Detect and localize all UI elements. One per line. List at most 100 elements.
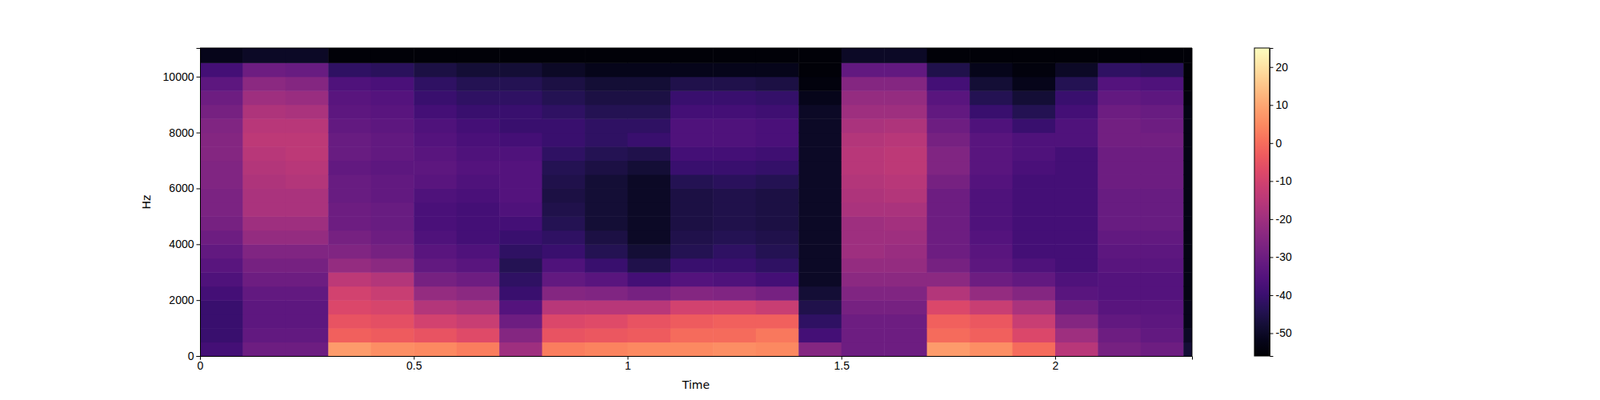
- cell: [371, 258, 415, 273]
- cell: [242, 258, 286, 273]
- cell: [542, 146, 586, 161]
- cell: [584, 174, 628, 189]
- cell: [1183, 216, 1192, 231]
- cell: [328, 258, 372, 273]
- cell: [285, 48, 329, 64]
- cell: [584, 300, 628, 315]
- cell: [1140, 104, 1184, 120]
- cell: [328, 230, 372, 245]
- cell: [1097, 244, 1141, 259]
- cell: [712, 286, 756, 301]
- cell: [841, 62, 885, 77]
- cell: [1183, 174, 1192, 189]
- cell: [542, 300, 586, 315]
- cell: [1012, 244, 1056, 259]
- cell: [1097, 174, 1141, 189]
- cell: [1140, 174, 1184, 189]
- cell: [670, 132, 714, 148]
- tick: 1.5: [833, 356, 850, 372]
- cell: [200, 314, 244, 329]
- cell: [712, 174, 756, 189]
- cell: [1140, 258, 1184, 273]
- cell: [371, 160, 415, 176]
- cell: [413, 314, 457, 329]
- cell: [371, 328, 415, 343]
- cell: [1055, 76, 1099, 92]
- cell: [1055, 104, 1099, 120]
- axis-line: [1270, 48, 1274, 357]
- cell: [584, 62, 628, 77]
- cell: [1140, 286, 1184, 301]
- cell: [627, 90, 671, 105]
- tick: -10: [1269, 174, 1292, 188]
- cell: [542, 90, 586, 105]
- tick: 8000: [168, 126, 200, 140]
- cell: [328, 62, 372, 77]
- cell: [884, 216, 928, 231]
- cell: [627, 48, 671, 64]
- cell: [884, 62, 928, 77]
- cell: [242, 342, 286, 356]
- cell: [542, 48, 586, 64]
- cell: [499, 244, 543, 259]
- cell: [627, 244, 671, 259]
- cell: [242, 272, 286, 287]
- cell: [927, 216, 971, 231]
- cell: [1183, 160, 1192, 176]
- cell: [584, 272, 628, 287]
- cell: [927, 48, 971, 64]
- cell: [200, 230, 244, 245]
- tick-label: 1: [624, 359, 632, 372]
- cell: [1012, 258, 1056, 273]
- cell: [456, 258, 500, 273]
- cell: [627, 146, 671, 161]
- tick-mark: [1269, 104, 1274, 106]
- cell: [927, 160, 971, 176]
- cell: [499, 174, 543, 189]
- cell: [413, 286, 457, 301]
- cell: [756, 300, 800, 315]
- cell: [712, 202, 756, 217]
- tick-label: -40: [1276, 288, 1292, 302]
- cell: [1140, 230, 1184, 245]
- tick-mark: [1269, 219, 1274, 220]
- cell: [584, 314, 628, 329]
- cell: [200, 300, 244, 315]
- cell: [756, 146, 800, 161]
- cell: [969, 160, 1013, 176]
- cell: [242, 118, 286, 133]
- cell: [756, 188, 800, 203]
- cell: [927, 314, 971, 329]
- cell: [371, 90, 415, 105]
- cell: [712, 62, 756, 77]
- cell: [798, 328, 842, 343]
- cell: [1097, 258, 1141, 273]
- tick-label: 20: [1276, 60, 1289, 74]
- cell: [1012, 76, 1056, 92]
- cell: [413, 342, 457, 356]
- cell: [969, 272, 1013, 287]
- cell: [542, 62, 586, 77]
- cell: [542, 258, 586, 273]
- cell: [841, 146, 885, 161]
- cell: [670, 174, 714, 189]
- cell: [1012, 90, 1056, 105]
- cell: [413, 62, 457, 77]
- cell: [285, 300, 329, 315]
- cell: [285, 174, 329, 189]
- cell: [670, 244, 714, 259]
- cell: [1097, 328, 1141, 343]
- cell: [285, 76, 329, 92]
- cell: [927, 90, 971, 105]
- cell: [712, 48, 756, 64]
- cell: [927, 174, 971, 189]
- cell: [841, 132, 885, 148]
- cell: [1183, 104, 1192, 120]
- cell: [413, 174, 457, 189]
- cell: [670, 300, 714, 315]
- cell: [1097, 118, 1141, 133]
- cell: [841, 188, 885, 203]
- cell: [756, 328, 800, 343]
- cell: [542, 174, 586, 189]
- cell: [969, 244, 1013, 259]
